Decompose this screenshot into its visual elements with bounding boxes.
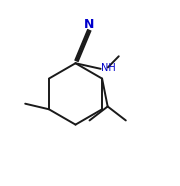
Text: N: N	[84, 18, 95, 31]
Text: NH: NH	[101, 63, 116, 73]
